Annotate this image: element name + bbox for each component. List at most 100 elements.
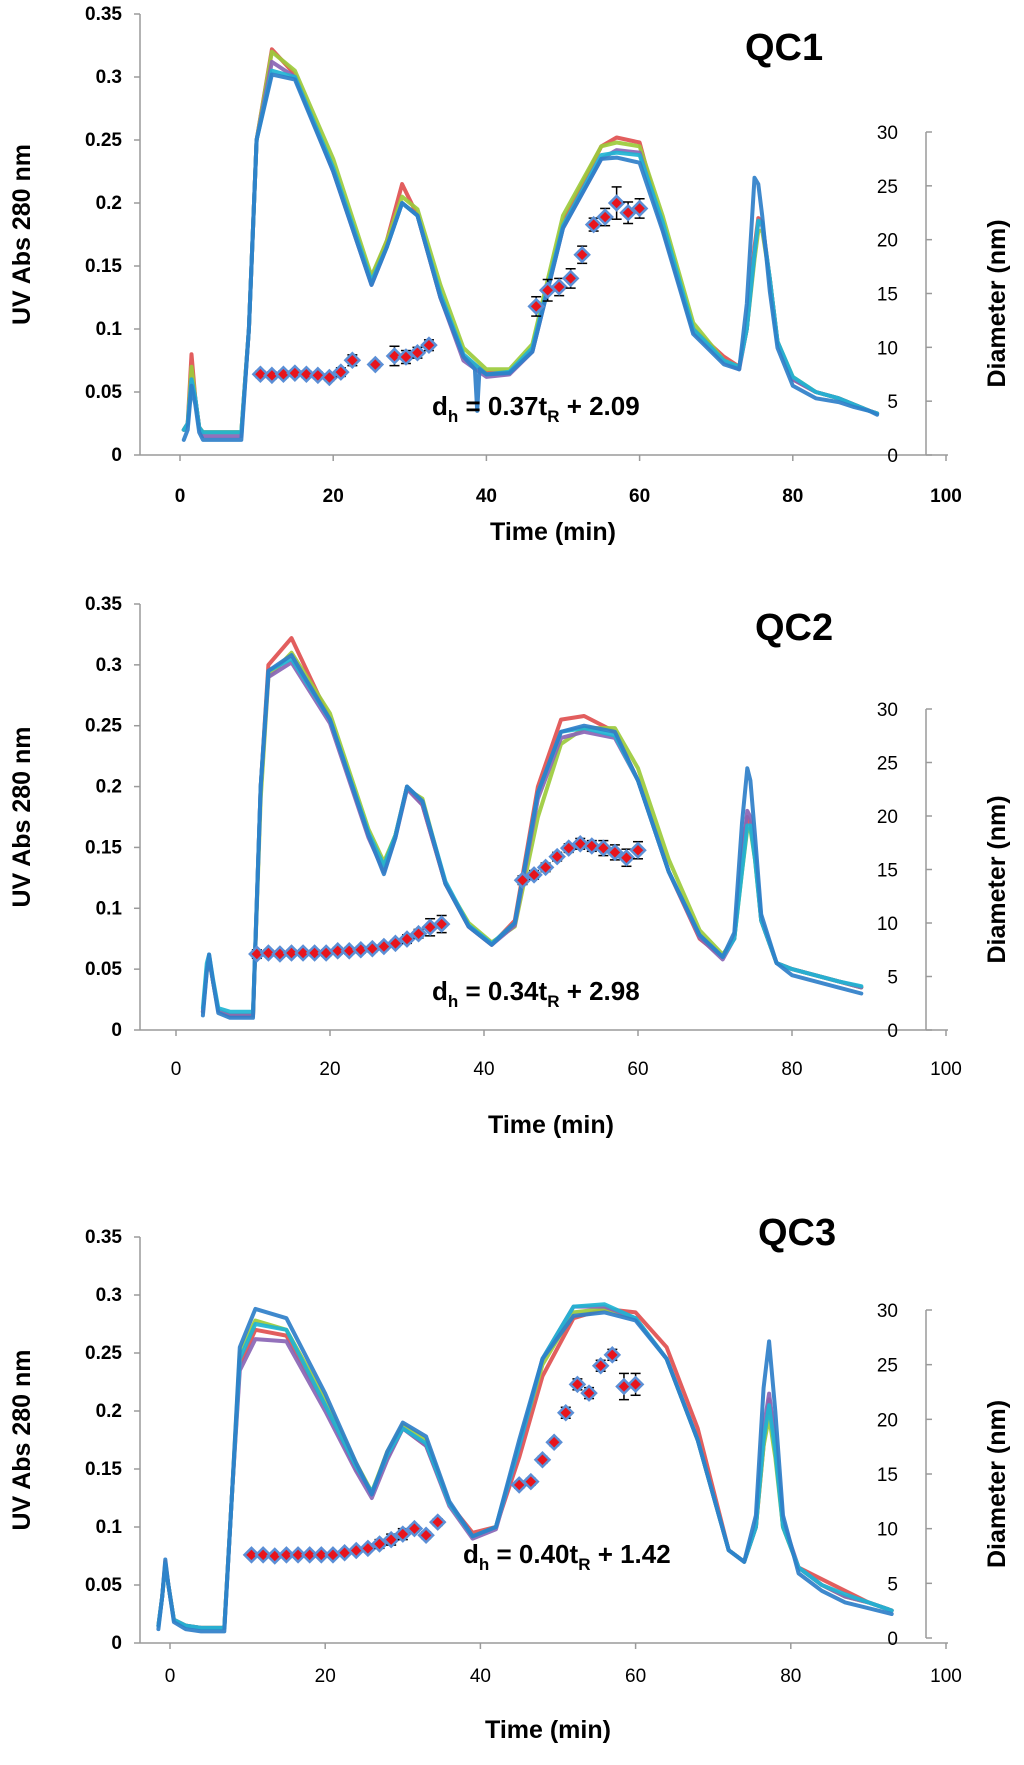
diameter-point [568, 1375, 587, 1394]
y-tick-label: 0.2 [96, 1401, 122, 1422]
y-tick-label: 0.15 [85, 837, 122, 858]
chart-title: QC3 [758, 1212, 836, 1254]
y2-tick-label: 10 [877, 338, 898, 359]
diamond-marker [324, 1546, 342, 1564]
diamond-marker [347, 1541, 366, 1560]
equation-sub2: R [547, 407, 559, 426]
y-tick-label: 0.2 [96, 193, 122, 214]
diameter-point [607, 186, 626, 220]
diameter-point [312, 1546, 331, 1564]
y2-tick-label: 0 [887, 1021, 898, 1042]
x-tick-label: 0 [175, 486, 186, 507]
y-tick-label: 0.25 [85, 130, 122, 151]
diameter-point [394, 1525, 412, 1543]
x-tick-label: 40 [470, 1666, 491, 1687]
y-tick-label: 0 [111, 445, 122, 466]
equation-main: d [463, 1539, 479, 1569]
equation-tail: + 2.09 [559, 391, 639, 421]
diameter-point [397, 348, 415, 366]
diameter-point [619, 201, 637, 225]
diameter-point [363, 939, 382, 958]
diameter-point [420, 336, 438, 354]
y2-tick-label: 30 [877, 123, 898, 144]
diamond-marker [363, 939, 382, 958]
diameter-point [297, 365, 316, 384]
y-tick-label: 0.15 [85, 1459, 122, 1480]
diamond-marker [522, 1472, 540, 1491]
x-tick-label: 60 [625, 1666, 646, 1687]
diameter-point [533, 1451, 552, 1469]
diamond-marker [251, 365, 270, 384]
diamond-marker [536, 858, 555, 877]
diamond-marker [417, 1526, 435, 1544]
y-axis-label: UV Abs 280 nm [8, 144, 36, 325]
chart-panel-qc1: 0 0.05 0.1 0.15 0.2 0.25 0.3 0.35 0 5 10 15 20 25 30 0 2… [0, 0, 1024, 580]
diameter-point [573, 245, 591, 265]
equation-sub2: R [578, 1555, 590, 1574]
x-axis-label: Time (min) [488, 1111, 614, 1139]
diameter-point [259, 944, 278, 962]
diamond-marker [629, 841, 647, 860]
diameter-point [626, 1372, 645, 1397]
diamond-marker [619, 203, 637, 222]
diamond-marker [366, 355, 385, 374]
diamond-marker [420, 336, 438, 354]
diamond-marker [409, 924, 428, 943]
diameter-point [596, 207, 614, 227]
equation-tail: + 1.42 [590, 1539, 670, 1569]
y2-tick-label: 30 [877, 1301, 898, 1322]
chart-qc2: 0 0.05 0.1 0.15 0.2 0.25 0.3 0.35 0 5 10 15 20 25 30 0 2… [8, 594, 1011, 1139]
x-axis-label: Time (min) [490, 518, 616, 546]
x-tick-label: 60 [629, 486, 650, 507]
fit-equation: dh = 0.37tR + 2.09 [432, 391, 640, 426]
x-tick-label: 100 [930, 1059, 962, 1080]
diamond-marker [300, 1546, 319, 1564]
x-tick-label: 80 [780, 1666, 801, 1687]
diamond-marker [309, 366, 327, 385]
diameter-point [603, 1346, 622, 1364]
diamond-marker [335, 1543, 354, 1562]
y-tick-label: 0.35 [85, 594, 122, 615]
equation-sub2: R [547, 992, 559, 1011]
diameter-point [536, 858, 555, 877]
diamond-marker [398, 930, 416, 948]
diamond-marker [580, 1384, 598, 1402]
diameter-point [428, 1513, 447, 1531]
y-tick-label: 0.25 [85, 716, 122, 737]
diameter-point [254, 1546, 272, 1564]
diamond-marker [282, 944, 301, 962]
diameter-point [583, 837, 601, 855]
diamond-marker [370, 1535, 389, 1553]
diameter-point [242, 1546, 261, 1564]
diameter-point [386, 934, 405, 953]
diameter-point [248, 945, 266, 963]
diameter-point [300, 1546, 319, 1564]
diamond-marker [603, 1346, 622, 1364]
diamond-marker [254, 1546, 272, 1564]
diameter-point [385, 345, 404, 367]
diamond-marker [286, 364, 304, 382]
diamond-marker [332, 363, 350, 381]
y-axis-label: UV Abs 280 nm [8, 1349, 36, 1530]
y2-tick-label: 25 [877, 177, 898, 198]
diameter-point [617, 848, 636, 868]
equation-sub1: h [448, 407, 458, 426]
uv-trace-run1 [156, 1306, 894, 1630]
diameter-point [556, 1404, 575, 1422]
uv-trace-run4 [156, 1302, 894, 1630]
equation-mid: = 0.37t [458, 391, 547, 421]
diamond-marker [289, 1546, 307, 1564]
diamond-marker [584, 215, 603, 234]
diamond-marker [527, 297, 545, 316]
chart-title: QC2 [755, 607, 833, 649]
diameter-point [550, 277, 568, 297]
y2-tick-label: 20 [877, 807, 898, 828]
diameter-point [332, 363, 350, 381]
diameter-point [432, 914, 451, 934]
y2-tick-label: 25 [877, 1356, 898, 1377]
diamond-marker [242, 1546, 261, 1564]
equation-main: d [432, 391, 448, 421]
diamond-marker [556, 1404, 575, 1422]
y-tick-label: 0 [111, 1020, 122, 1041]
diameter-point [366, 355, 385, 374]
